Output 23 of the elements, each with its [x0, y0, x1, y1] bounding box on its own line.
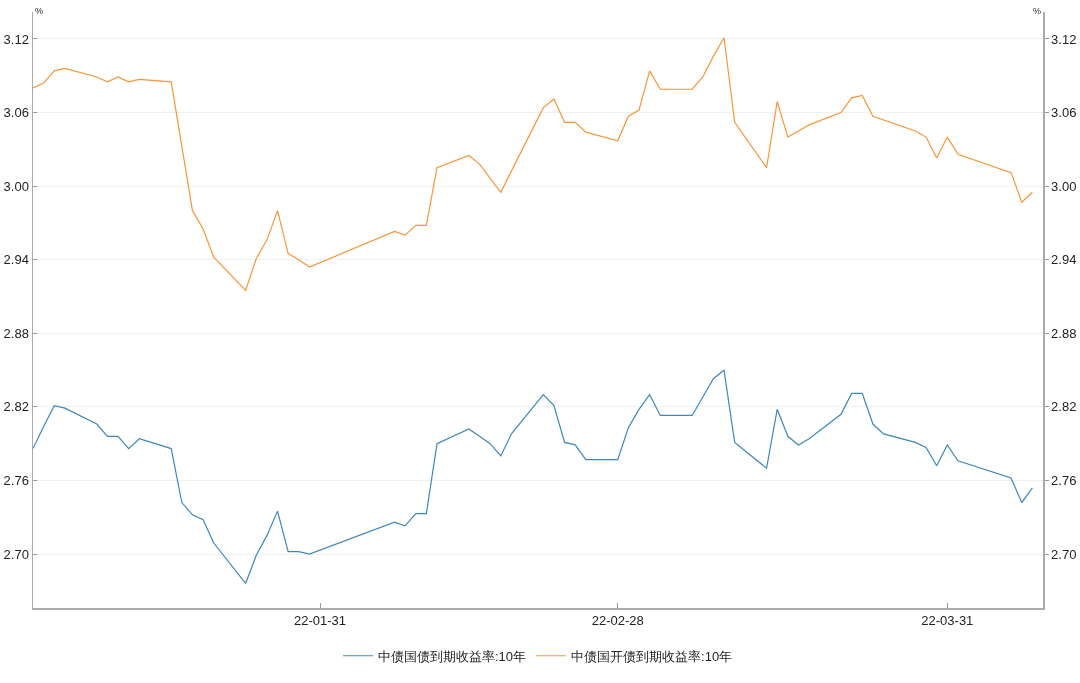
y2-tick-label: 2.76 [1051, 473, 1077, 489]
y2-tick-label: 2.88 [1051, 325, 1077, 341]
y2-tick-label: 2.70 [1051, 546, 1077, 562]
y2-tick-label: 2.94 [1051, 252, 1077, 268]
x-tick-label: 22-03-31 [921, 613, 974, 629]
y-tick-label: 3.12 [3, 31, 29, 47]
legend-label: 中债国开债到期收益率:10年 [571, 648, 733, 664]
y-tick-label: 2.94 [3, 252, 29, 268]
y-tick-label: 2.88 [3, 325, 29, 341]
y-axis-title: % [35, 6, 44, 16]
x-tick-label: 22-01-31 [294, 613, 347, 629]
y2-tick-label: 3.06 [1051, 105, 1077, 121]
x-tick-label: 22-02-28 [591, 613, 644, 629]
y2-tick-label: 3.12 [1051, 31, 1077, 47]
y2-tick-label: 2.82 [1051, 399, 1077, 415]
y-tick-label: 3.00 [3, 178, 29, 194]
legend-label: 中债国债到期收益率:10年 [378, 648, 527, 664]
y-tick-label: 2.76 [3, 473, 29, 489]
y-tick-label: 2.82 [3, 399, 29, 415]
y2-axis-title: % [1033, 6, 1042, 16]
y-tick-label: 3.06 [3, 105, 29, 121]
y2-tick-label: 3.00 [1051, 178, 1077, 194]
y-tick-label: 2.70 [3, 546, 29, 562]
